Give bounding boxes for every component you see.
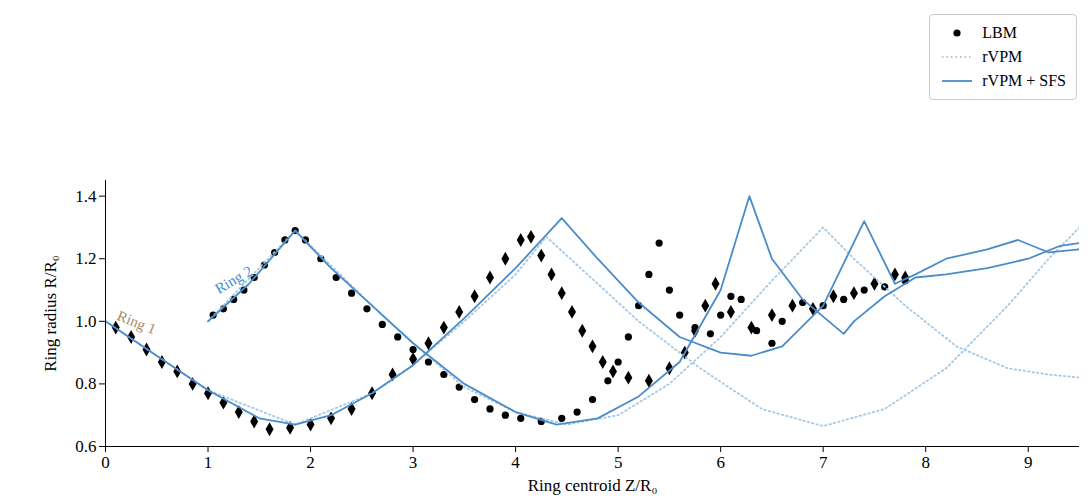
svg-text:4: 4 — [511, 453, 520, 472]
svg-text:Ring centroid Z/R₀: Ring centroid Z/R₀ — [528, 476, 658, 495]
svg-text:Ring 1: Ring 1 — [115, 307, 158, 337]
html-text:rVPM + SFS: rVPM + SFS — [982, 72, 1066, 89]
html-text:rVPM: rVPM — [982, 48, 1023, 65]
svg-text:1.4: 1.4 — [75, 187, 97, 206]
svg-text:6: 6 — [716, 453, 725, 472]
svg-text:3: 3 — [409, 453, 418, 472]
svg-text:9: 9 — [1024, 453, 1033, 472]
svg-text:1.2: 1.2 — [75, 249, 96, 268]
svg-text:0.6: 0.6 — [75, 437, 96, 456]
svg-text:1.0: 1.0 — [75, 312, 96, 331]
svg-text:2: 2 — [306, 453, 315, 472]
svg-text:5: 5 — [614, 453, 623, 472]
html-text:LBM: LBM — [982, 24, 1017, 41]
svg-text:1: 1 — [204, 453, 213, 472]
svg-text:7: 7 — [819, 453, 828, 472]
svg-text:0: 0 — [101, 453, 110, 472]
svg-text:Ring 2: Ring 2 — [212, 263, 255, 297]
svg-text:0.8: 0.8 — [75, 374, 96, 393]
svg-text:8: 8 — [921, 453, 930, 472]
svg-text:Ring radius R/R₀: Ring radius R/R₀ — [41, 255, 60, 372]
